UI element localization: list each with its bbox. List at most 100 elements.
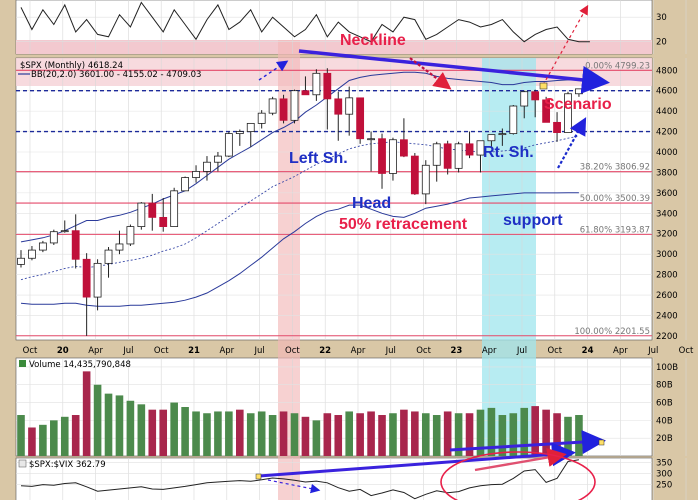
- ratio-layer: [20, 459, 579, 500]
- volume-bar: [487, 407, 496, 456]
- volume-bar: [159, 409, 168, 456]
- volume-bar: [400, 409, 408, 456]
- right-shoulder-highlight: [482, 58, 536, 456]
- scenario-target-arrow: [542, 4, 589, 86]
- volume-bar: [170, 402, 178, 456]
- ratio-start-marker: [255, 473, 262, 480]
- candle: [367, 138, 375, 141]
- price-y-tick: 3200: [656, 230, 678, 240]
- volume-bar: [126, 400, 135, 456]
- price-y-tick: 3600: [656, 189, 678, 199]
- x-tick-label: Jul: [385, 346, 396, 356]
- x-tick-label: Oct: [416, 346, 431, 356]
- volume-bar: [356, 413, 364, 456]
- volume-bar: [192, 411, 200, 456]
- volume-y-tick: 20B: [656, 434, 673, 444]
- price-legend-symbol: $SPX (Monthly) 4618.24: [20, 61, 123, 71]
- volume-bar: [17, 415, 25, 456]
- candle: [104, 249, 113, 264]
- x-tick-label: Apr: [613, 346, 628, 356]
- candle: [38, 242, 47, 251]
- candle: [290, 90, 299, 121]
- annotation-overlay: [255, 4, 610, 500]
- candle: [115, 243, 124, 251]
- highlight-shading: [16, 40, 652, 500]
- candle: [28, 249, 36, 259]
- volume-bar: [203, 413, 211, 456]
- volume-bar: [71, 415, 80, 456]
- price-y-tick: 3400: [656, 209, 678, 219]
- annotation-scenario: Scenario: [544, 96, 612, 113]
- candle: [214, 155, 222, 163]
- x-tick-label: 20: [57, 346, 69, 356]
- candle: [192, 171, 200, 178]
- x-tick-label: 23: [450, 346, 462, 356]
- volume-bar: [498, 415, 507, 456]
- x-tick-label: Oct: [679, 346, 694, 356]
- volume-bar: [301, 416, 310, 456]
- neckline-trendline: [298, 49, 610, 94]
- candle: [389, 139, 397, 174]
- volume-bar: [93, 384, 102, 456]
- x-tick-label: Jul: [647, 346, 658, 356]
- volume-bar: [225, 411, 233, 456]
- annotation-left-shoulder: Left Sh.: [289, 150, 348, 167]
- annotation-50-retracement: 50% retracement: [339, 216, 468, 233]
- volume-bar: [115, 395, 124, 456]
- volume-bar: [268, 415, 277, 456]
- candle: [159, 216, 168, 227]
- ratio-highlight-ellipse: [440, 451, 596, 500]
- candle: [246, 122, 255, 132]
- volume-bar: [214, 411, 222, 456]
- x-tick-label: Oct: [285, 346, 300, 356]
- x-tick-label: 21: [188, 346, 200, 356]
- axis-layer: Oct 20 Apr Jul Oct 21 Apr Jul Oct 22 Apr Jul Oct 23 Ap…: [23, 13, 694, 490]
- volume-bar: [345, 411, 353, 456]
- volume-bar: [137, 404, 146, 456]
- volume-bar: [520, 407, 529, 456]
- ratio-y-tick: 300: [656, 470, 672, 480]
- candle: [520, 91, 529, 107]
- volume-bar: [454, 413, 463, 456]
- candle: [443, 143, 452, 169]
- candle: [170, 190, 179, 227]
- volume-bar: [257, 411, 266, 456]
- candle: [312, 72, 321, 96]
- rsi-overbought-band: [16, 40, 652, 54]
- volume-bar: [542, 409, 550, 456]
- annotation-head: Head: [352, 195, 391, 212]
- volume-bar: [575, 415, 583, 456]
- volume-bar: [531, 406, 539, 456]
- bollinger-upper: [20, 71, 579, 243]
- volume-bar: [246, 413, 255, 456]
- candle: [356, 97, 365, 140]
- ratio-red-arrow: [474, 447, 567, 472]
- volume-legend-swatch: [19, 360, 26, 367]
- x-tick-label: 24: [582, 346, 594, 356]
- volume-bar: [389, 413, 397, 456]
- neckline-pointer-arrow: [409, 57, 452, 90]
- candle: [181, 177, 190, 192]
- volume-bar: [378, 415, 386, 456]
- volume-bar: [323, 413, 332, 456]
- candle: [235, 131, 244, 135]
- rsi-layer: [20, 1, 590, 43]
- price-legend-bb: BB(20,2.0) 3601.00 - 4155.02 - 4709.03: [31, 70, 201, 80]
- candle: [378, 138, 386, 174]
- candle: [71, 230, 80, 260]
- price-y-tick: 3000: [656, 250, 678, 260]
- candle: [82, 258, 91, 298]
- candle: [323, 72, 332, 100]
- candle: [137, 202, 146, 227]
- price-y-tick: 4000: [656, 148, 678, 158]
- candle: [224, 133, 233, 157]
- volume-end-marker: [598, 439, 605, 446]
- ratio-y-tick: 350: [656, 459, 672, 469]
- x-tick-label: Apr: [351, 346, 366, 356]
- price-y-tick: 2600: [656, 291, 678, 301]
- volume-bar: [443, 411, 452, 456]
- candle: [279, 98, 288, 121]
- price-y-tick: 4200: [656, 128, 678, 138]
- candle: [454, 143, 463, 169]
